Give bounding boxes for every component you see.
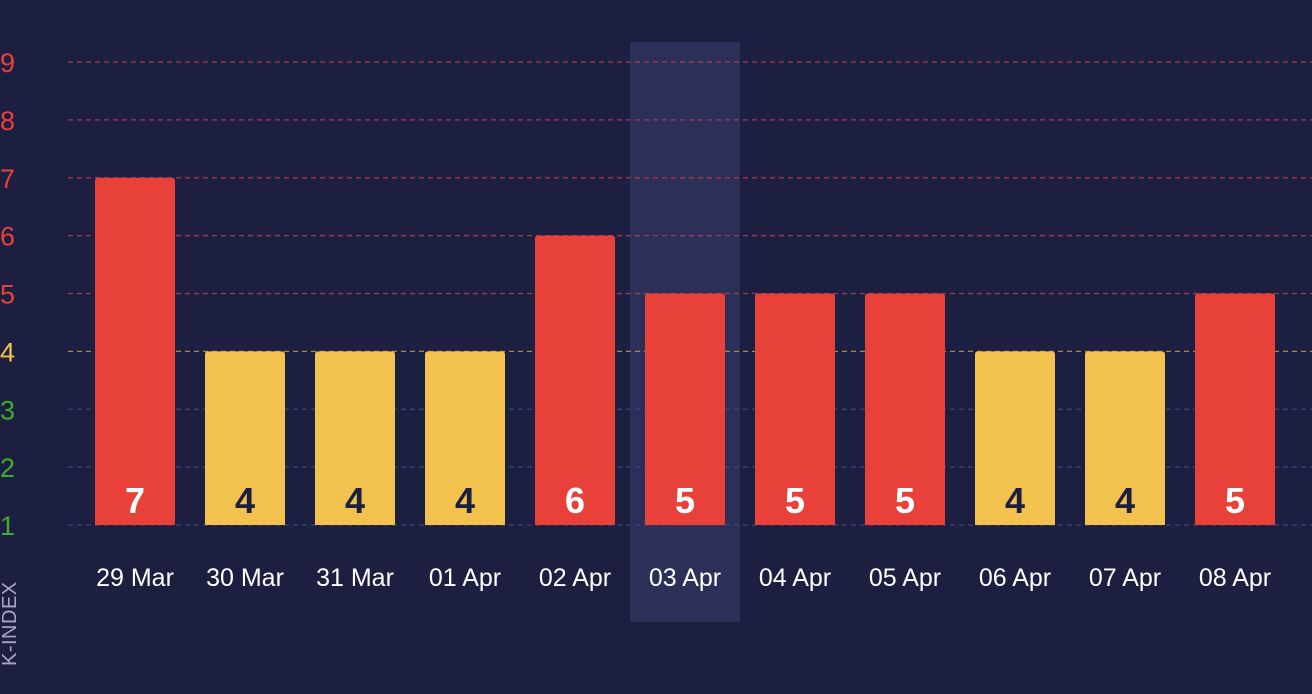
bar-08-apr[interactable] [1195, 293, 1275, 526]
x-axis: 29 Mar 30 Mar 31 Mar 01 Apr 02 Apr 03 Apr 04 A… [96, 564, 1271, 592]
bar-06-apr[interactable] [975, 351, 1055, 525]
y-tick-2: 2 [0, 453, 15, 483]
x-tick-label: 29 Mar [96, 564, 174, 592]
bar-04-apr[interactable] [755, 293, 835, 526]
bar-29-mar[interactable] [95, 177, 175, 525]
x-tick-label: 30 Mar [206, 564, 284, 592]
x-tick-label: 05 Apr [869, 564, 941, 592]
y-tick-3: 3 [0, 395, 15, 425]
bar-07-apr[interactable] [1085, 351, 1165, 525]
x-tick-label: 01 Apr [429, 564, 501, 592]
bar-value-label: 5 [895, 480, 915, 521]
bar-value-label: 4 [235, 480, 255, 521]
bar-30-mar[interactable] [205, 351, 285, 525]
y-tick-7: 7 [0, 164, 15, 194]
bars: 7 4 4 4 6 5 5 5 4 4 5 [95, 177, 1275, 526]
x-tick-label: 04 Apr [759, 564, 831, 592]
x-tick-label: 06 Apr [979, 564, 1051, 592]
bar-value-label: 6 [565, 480, 585, 521]
bar-05-apr[interactable] [865, 293, 945, 526]
x-tick-label: 03 Apr [649, 564, 721, 592]
bar-value-label: 5 [1225, 480, 1245, 521]
bar-31-mar[interactable] [315, 351, 395, 525]
y-tick-6: 6 [0, 222, 15, 252]
y-tick-5: 5 [0, 280, 15, 310]
x-tick-label: 08 Apr [1199, 564, 1271, 592]
x-tick-label: 02 Apr [539, 564, 611, 592]
x-tick-label: 07 Apr [1089, 564, 1161, 592]
bar-value-label: 5 [675, 480, 695, 521]
bar-01-apr[interactable] [425, 351, 505, 525]
y-tick-8: 8 [0, 106, 15, 136]
bar-value-label: 7 [125, 480, 145, 521]
bar-value-label: 4 [455, 480, 475, 521]
y-axis: 1 2 3 4 5 6 7 8 9 [0, 48, 15, 541]
y-axis-label: K-INDEX [0, 581, 21, 666]
bar-value-label: 4 [345, 480, 365, 521]
y-tick-1: 1 [0, 511, 15, 541]
bar-03-apr[interactable] [645, 293, 725, 526]
x-tick-label: 31 Mar [316, 564, 394, 592]
y-tick-9: 9 [0, 48, 15, 78]
bar-value-label: 5 [785, 480, 805, 521]
y-tick-4: 4 [0, 337, 15, 367]
bar-value-label: 4 [1115, 480, 1135, 521]
bar-value-label: 4 [1005, 480, 1025, 521]
bar-02-apr[interactable] [535, 235, 615, 525]
